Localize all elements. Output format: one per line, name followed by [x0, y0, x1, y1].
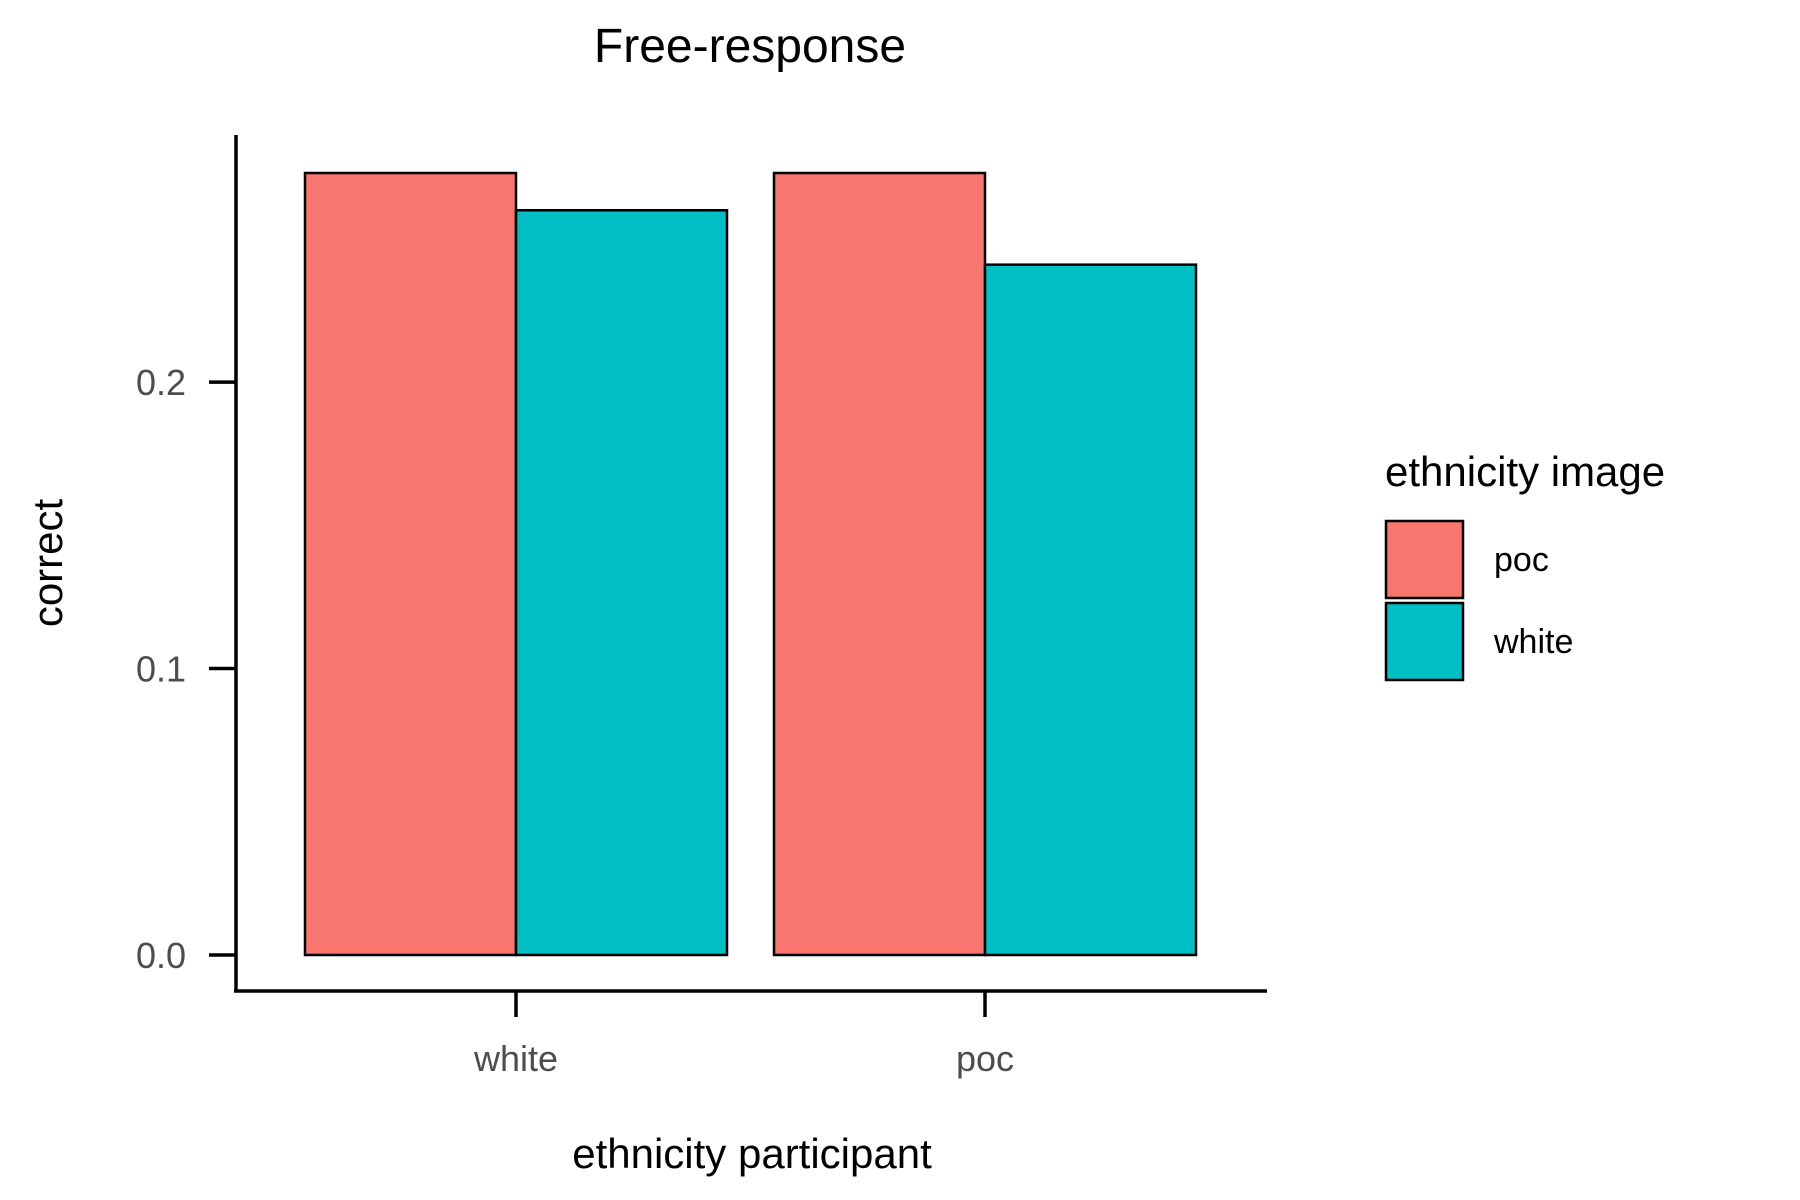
legend-label-white: white — [1493, 623, 1573, 661]
y-axis-title: correct — [24, 498, 71, 627]
bar-white-white — [514, 208, 729, 957]
bar-poc-white — [983, 263, 1198, 957]
legend-entries: poc white — [1384, 519, 1573, 682]
x-tick-label-white: white — [473, 1038, 558, 1079]
y-ticks-group: 0.0 0.1 0.2 — [136, 362, 236, 976]
x-tick-label-poc: poc — [956, 1038, 1014, 1079]
x-axis-title: ethnicity participant — [572, 1130, 932, 1177]
y-tick-label: 0.2 — [136, 362, 186, 403]
y-tick-label: 0.1 — [136, 649, 186, 690]
legend: ethnicity image poc white — [1384, 448, 1665, 682]
bar-white-poc — [303, 171, 518, 957]
y-tick-label: 0.0 — [136, 935, 186, 976]
legend-title: ethnicity image — [1385, 448, 1665, 495]
chart-title: Free-response — [594, 20, 906, 73]
bar-poc-poc — [772, 171, 987, 957]
legend-swatch-white — [1384, 601, 1465, 682]
x-ticks-group: white poc — [473, 991, 1014, 1079]
legend-swatch-poc — [1384, 519, 1465, 600]
bars-group — [303, 171, 1198, 957]
legend-label-poc: poc — [1494, 541, 1549, 579]
